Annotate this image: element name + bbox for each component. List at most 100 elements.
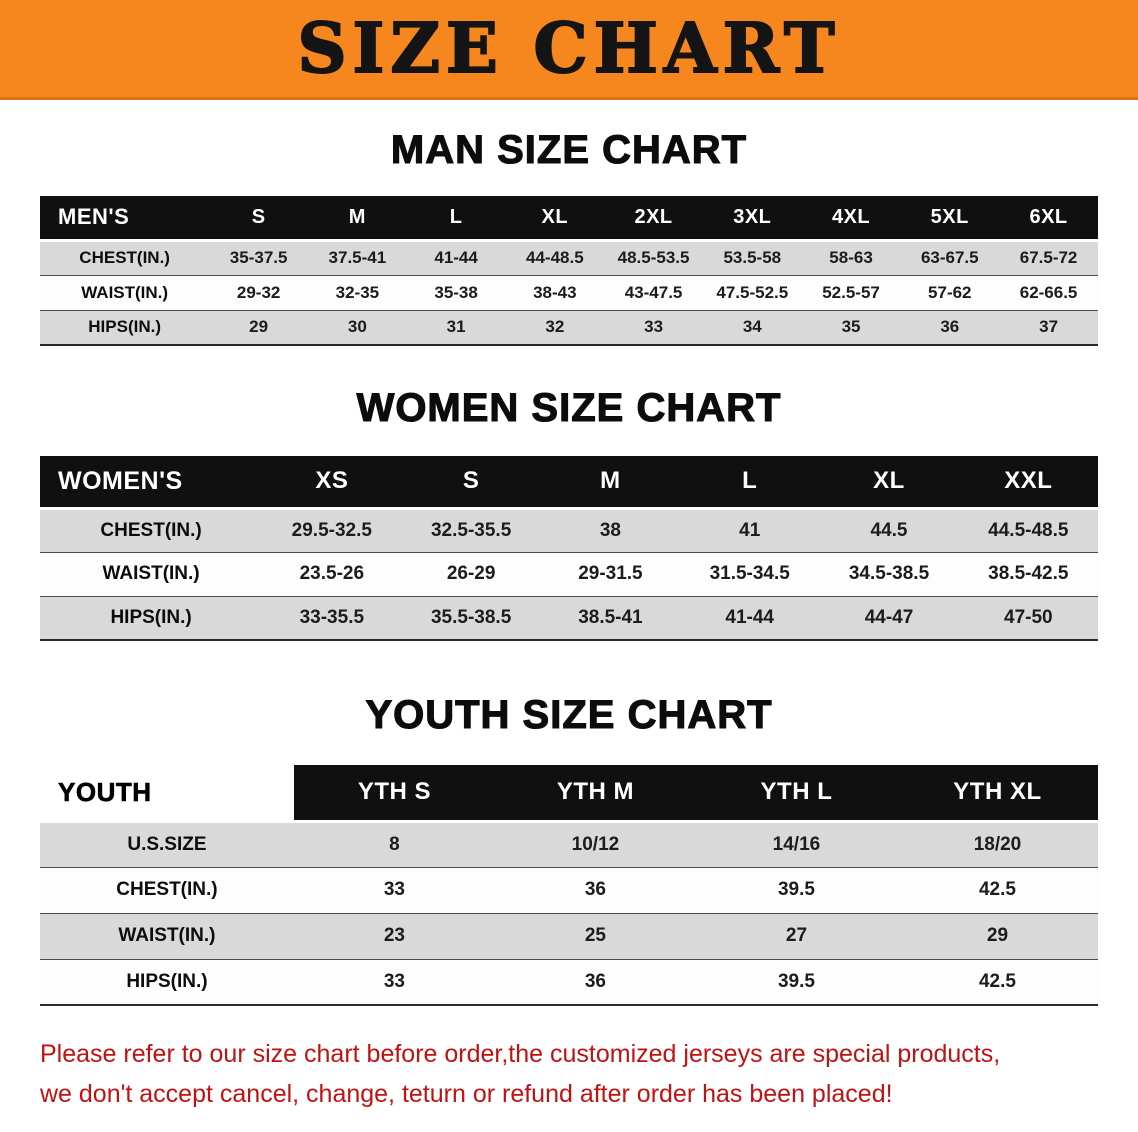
youth-size-table: YOUTH YTH S YTH M YTH L YTH XL U.S.SIZE 8 10/12… [40,765,1098,1006]
table-row: WAIST(IN.) 23 25 27 29 [40,912,1098,959]
youth-size-section: YOUTH SIZE CHART YOUTH YTH S YTH M YTH L YTH… [0,691,1138,1006]
value-cell: 36 [494,958,696,1006]
table-row: WAIST(IN.) 29-32 32-35 35-38 38-43 43-47.5 47.… [40,274,1098,310]
table-row: CHEST(IN.) 33 36 39.5 42.5 [40,866,1098,913]
row-label: U.S.SIZE [40,821,294,867]
value-cell: 42.5 [896,866,1098,913]
size-header-cell: L [406,196,506,242]
value-cell: 43-47.5 [604,274,703,310]
size-header-cell: XL [819,456,959,510]
row-label: WAIST(IN.) [40,551,263,596]
row-label: HIPS(IN.) [40,309,210,346]
size-header-cell: XXL [958,456,1098,510]
value-cell: 44.5 [819,508,959,552]
value-cell: 63-67.5 [900,240,1000,275]
value-cell: 33 [604,309,703,346]
footer-notice: Please refer to our size chart before or… [40,1034,1098,1114]
value-cell: 32-35 [308,274,407,310]
header-row: YOUTH YTH S YTH M YTH L YTH XL [40,765,1098,823]
header-row: MEN'S S M L XL 2XL 3XL 4XL 5XL 6XL [40,196,1098,242]
value-cell: 41-44 [680,595,820,641]
value-cell: 53.5-58 [702,240,802,275]
value-cell: 52.5-57 [801,274,901,310]
value-cell: 27 [695,912,897,959]
value-cell: 67.5-72 [999,240,1098,275]
notice-line-1: Please refer to our size chart before or… [40,1040,1001,1068]
value-cell: 35.5-38.5 [401,595,541,641]
value-cell: 38.5-41 [540,595,681,641]
size-header-cell: S [401,456,541,510]
row-label: CHEST(IN.) [40,508,263,552]
value-cell: 39.5 [695,866,897,913]
table-row: WAIST(IN.) 23.5-26 26-29 29-31.5 31.5-34.5 34… [40,551,1098,596]
table-row: HIPS(IN.) 29 30 31 32 33 34 35 36 37 [40,309,1098,346]
header-row: WOMEN'S XS S M L XL XXL [40,456,1098,510]
size-header-cell: YTH S [293,765,495,823]
row-label: HIPS(IN.) [40,958,294,1006]
size-header-cell: XL [505,196,605,242]
value-cell: 41 [680,508,820,552]
women-size-table: WOMEN'S XS S M L XL XXL CHEST(IN.) 29.5-32.5 32.5… [40,456,1098,641]
value-cell: 29 [896,912,1098,959]
table-title-cell: MEN'S [40,196,210,242]
value-cell: 38 [540,508,681,552]
row-label: CHEST(IN.) [40,866,294,913]
value-cell: 10/12 [494,821,696,867]
value-cell: 29-31.5 [540,551,681,596]
notice-line-2: we don't accept cancel, change, teturn o… [40,1080,893,1108]
value-cell: 8 [293,821,495,867]
size-header-cell: 6XL [999,196,1098,242]
value-cell: 57-62 [900,274,1000,310]
page-title: SIZE CHART [296,8,841,89]
table-title-cell: WOMEN'S [40,456,263,510]
value-cell: 47-50 [958,595,1098,641]
size-header-cell: 3XL [702,196,802,242]
value-cell: 30 [308,309,407,346]
value-cell: 41-44 [406,240,506,275]
value-cell: 33 [293,958,495,1006]
row-label: WAIST(IN.) [40,274,210,310]
size-header-cell: 5XL [900,196,1000,242]
value-cell: 32 [505,309,605,346]
value-cell: 29 [209,309,308,346]
table-row: HIPS(IN.) 33-35.5 35.5-38.5 38.5-41 41-44 44-… [40,595,1098,641]
value-cell: 23 [293,912,495,959]
youth-section-heading: YOUTH SIZE CHART [365,692,773,737]
value-cell: 36 [900,309,1000,346]
size-header-cell: XS [262,456,402,510]
row-label: CHEST(IN.) [40,240,210,275]
value-cell: 44-48.5 [505,240,605,275]
value-cell: 29.5-32.5 [262,508,402,552]
value-cell: 33-35.5 [262,595,402,641]
value-cell: 35-38 [406,274,506,310]
value-cell: 48.5-53.5 [604,240,703,275]
value-cell: 18/20 [896,821,1098,867]
size-header-cell: M [540,456,681,510]
size-header-cell: L [680,456,820,510]
value-cell: 44-47 [819,595,959,641]
table-row: HIPS(IN.) 33 36 39.5 42.5 [40,958,1098,1006]
value-cell: 39.5 [695,958,897,1006]
value-cell: 25 [494,912,696,959]
men-section-heading: MAN SIZE CHART [390,127,748,172]
table-row: U.S.SIZE 8 10/12 14/16 18/20 [40,821,1098,867]
value-cell: 47.5-52.5 [702,274,802,310]
value-cell: 38-43 [505,274,605,310]
size-header-cell: 4XL [801,196,901,242]
women-size-section: WOMEN SIZE CHART WOMEN'S XS S M L XL XXL CHEST(… [0,384,1138,641]
women-section-heading: WOMEN SIZE CHART [356,385,782,430]
value-cell: 23.5-26 [262,551,402,596]
value-cell: 29-32 [209,274,308,310]
size-header-cell: M [308,196,407,242]
value-cell: 58-63 [801,240,901,275]
table-title-cell: YOUTH [40,765,294,823]
value-cell: 31.5-34.5 [680,551,820,596]
value-cell: 35-37.5 [209,240,308,275]
table-row: CHEST(IN.) 35-37.5 37.5-41 41-44 44-48.5 48.5… [40,240,1098,275]
banner: SIZE CHART [0,0,1138,100]
value-cell: 36 [494,866,696,913]
value-cell: 35 [801,309,901,346]
value-cell: 14/16 [695,821,897,867]
value-cell: 34.5-38.5 [819,551,959,596]
